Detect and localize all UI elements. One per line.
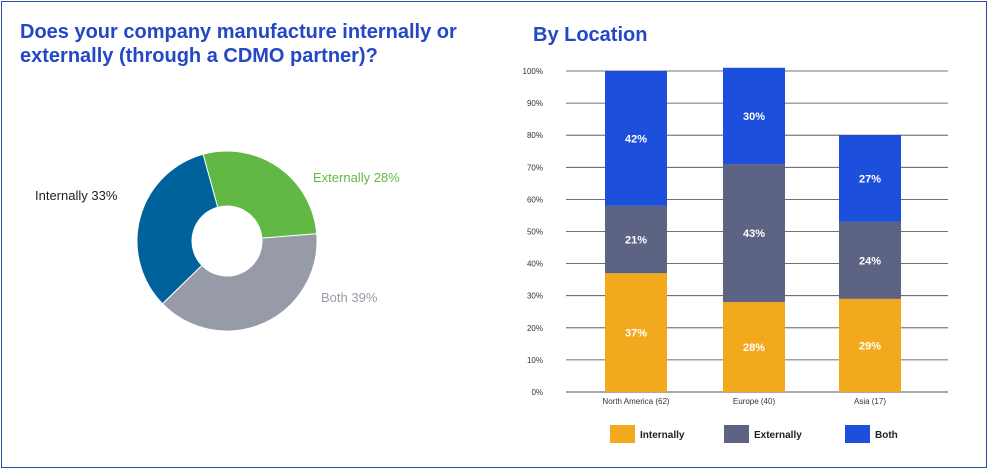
y-tick-label-10: 10% bbox=[527, 356, 543, 365]
bar-segment-internally-north-america-62 bbox=[605, 273, 667, 392]
y-tick-label-30: 30% bbox=[527, 292, 543, 301]
donut-title-line-1: Does your company manufacture internally… bbox=[20, 21, 457, 43]
donut-slice-internally bbox=[136, 153, 219, 305]
bar-group-north-america-62: 37% 21% 42% bbox=[605, 71, 667, 392]
bar-segment-internally-asia-17 bbox=[839, 298, 901, 392]
data-label-externally-asia-17: 24% bbox=[859, 255, 881, 267]
donut-chart: Externally 28% Both 39% Internally 33% bbox=[35, 150, 400, 332]
donut-slice-externally bbox=[202, 150, 318, 239]
legend-swatch-externally bbox=[724, 425, 749, 443]
data-label-internally-north-america-62: 37% bbox=[625, 328, 647, 340]
bar-segment-internally-europe-40 bbox=[723, 302, 785, 392]
bar-segment-externally-north-america-62 bbox=[605, 205, 667, 274]
legend-label-both: Both bbox=[875, 430, 898, 441]
donut-label-externally: Externally 28% bbox=[313, 170, 400, 185]
data-label-both-north-america-62: 42% bbox=[625, 133, 647, 145]
x-tick-label-asia-17: Asia (17) bbox=[854, 397, 886, 406]
y-tick-label-80: 80% bbox=[527, 131, 543, 140]
x-tick-label-north-america-62: North America (62) bbox=[602, 397, 669, 406]
data-label-internally-europe-40: 28% bbox=[743, 342, 765, 354]
bar-segment-both-north-america-62 bbox=[605, 71, 667, 206]
legend: Internally Externally Both bbox=[610, 425, 898, 443]
data-label-internally-asia-17: 29% bbox=[859, 340, 881, 352]
y-tick-label-0: 0% bbox=[531, 388, 543, 397]
bar-segment-externally-asia-17 bbox=[839, 221, 901, 299]
data-label-externally-europe-40: 43% bbox=[743, 228, 765, 240]
y-tick-label-60: 60% bbox=[527, 195, 543, 204]
bar-chart-title: By Location bbox=[533, 24, 648, 46]
data-label-both-europe-40: 30% bbox=[743, 111, 765, 123]
bar-segment-both-europe-40 bbox=[723, 67, 785, 165]
data-label-externally-north-america-62: 21% bbox=[625, 235, 647, 247]
donut-slice-both bbox=[161, 233, 318, 332]
y-tick-label-50: 50% bbox=[527, 228, 543, 237]
legend-label-internally: Internally bbox=[640, 430, 685, 441]
x-tick-label-europe-40: Europe (40) bbox=[733, 397, 776, 406]
y-tick-label-100: 100% bbox=[523, 67, 543, 76]
bar-group-europe-40: 28% 43% 30% bbox=[723, 67, 785, 392]
data-label-both-asia-17: 27% bbox=[859, 174, 881, 186]
y-tick-label-20: 20% bbox=[527, 324, 543, 333]
donut-label-internally: Internally 33% bbox=[35, 188, 118, 203]
legend-label-externally: Externally bbox=[754, 430, 802, 441]
y-tick-label-90: 90% bbox=[527, 99, 543, 108]
bar-group-asia-17: 29% 24% 27% bbox=[839, 135, 901, 392]
y-tick-label-40: 40% bbox=[527, 260, 543, 269]
stacked-bar-chart: 0% 10% 20% 30% 40% 50% 60% 70% 80% 90% 100% 37% 21% 4… bbox=[523, 67, 948, 443]
donut-chart-title: Does your company manufacture internally… bbox=[20, 20, 490, 68]
donut-label-both: Both 39% bbox=[321, 290, 378, 305]
legend-swatch-internally bbox=[610, 425, 635, 443]
legend-swatch-both bbox=[845, 425, 870, 443]
bar-segment-externally-europe-40 bbox=[723, 164, 785, 303]
donut-title-line-2: externally (through a CDMO partner)? bbox=[20, 45, 378, 67]
bar-segment-both-asia-17 bbox=[839, 135, 901, 222]
y-tick-label-70: 70% bbox=[527, 163, 543, 172]
